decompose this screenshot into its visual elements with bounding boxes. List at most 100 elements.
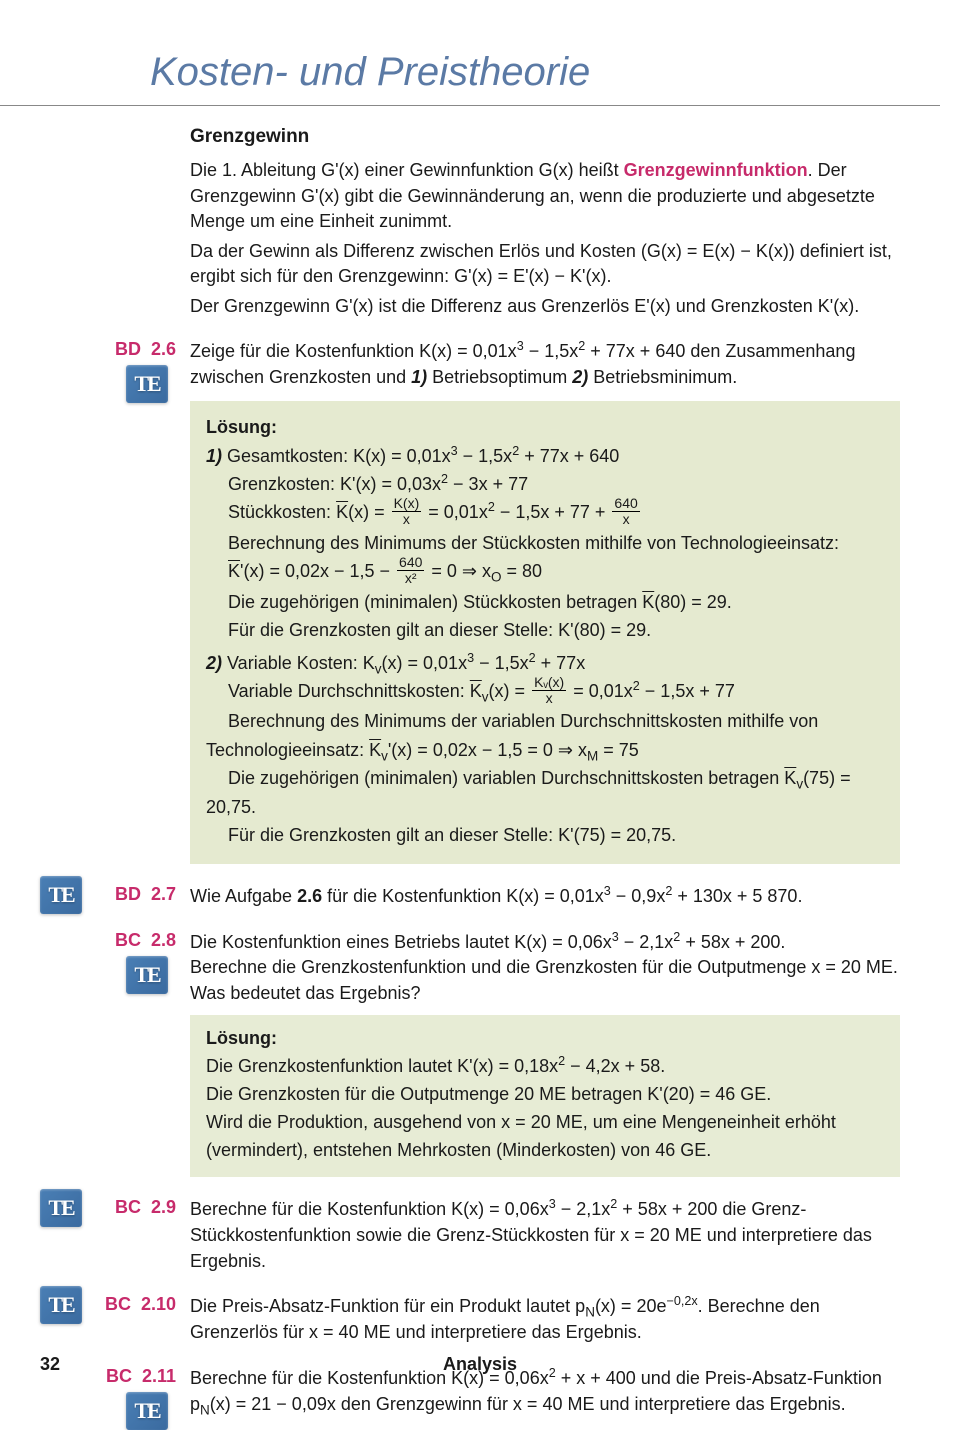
- text: (x) =: [348, 502, 390, 522]
- number: 2.10: [141, 1294, 176, 1315]
- number: 2.6: [151, 339, 176, 360]
- te-icon: TE: [40, 1189, 82, 1227]
- text: = 0 ⇒ x: [426, 561, 491, 581]
- text: + 77x + 640: [519, 446, 619, 466]
- text: für die Kostenfunktion K(x) = 0,01x: [322, 886, 604, 906]
- exercise-body: Zeige für die Kostenfunktion K(x) = 0,01…: [190, 339, 900, 863]
- text: 1): [206, 446, 222, 466]
- text: − 1,5x + 77 +: [495, 502, 611, 522]
- text: − 1,5x: [474, 653, 529, 673]
- text: = 80: [502, 561, 543, 581]
- exercise-label: TE BC 2.8: [40, 930, 190, 1177]
- exercise-2-9: TE BC 2.9 Berechne für die Kostenfunktio…: [40, 1197, 900, 1275]
- prompt: Zeige für die Kostenfunktion K(x) = 0,01…: [190, 339, 900, 391]
- text: Variable Kosten: K: [222, 653, 375, 673]
- text: v: [381, 749, 388, 764]
- exercise-label: TE BD 2.7: [40, 884, 190, 910]
- text: N: [585, 1305, 595, 1320]
- text: −0,2x: [666, 1294, 697, 1308]
- text: − 1,5x + 77: [640, 681, 735, 701]
- text: 1): [411, 367, 427, 387]
- text: O: [491, 570, 502, 585]
- solution-box: Lösung: 1) Gesamtkosten: K(x) = 0,01x3 −…: [190, 401, 900, 864]
- page-title: Kosten- und Preistheorie: [150, 50, 900, 95]
- exercise-label: TE BC 2.9: [40, 1197, 190, 1275]
- divider: [0, 105, 940, 106]
- intro-paragraph-2: Da der Gewinn als Differenz zwischen Erl…: [190, 239, 900, 290]
- text: K: [369, 740, 381, 760]
- exercise-2-8: TE BC 2.8 Die Kostenfunktion eines Betri…: [40, 930, 900, 1177]
- text: Die Grenzkostenfunktion lautet K'(x) = 0…: [206, 1053, 884, 1081]
- exercise-body: Berechne für die Kostenfunktion K(x) = 0…: [190, 1197, 900, 1275]
- exercise-2-10: TE BC 2.10 Die Preis-Absatz-Funktion für…: [40, 1294, 900, 1346]
- text: Die 1. Ableitung G'(x) einer Gewinnfunkt…: [190, 160, 624, 180]
- prompt: Die Kostenfunktion eines Betriebs lautet…: [190, 930, 900, 1008]
- text: Variable Durchschnittskosten:: [206, 681, 470, 701]
- frac-den: x²: [397, 571, 424, 586]
- text: Für die Grenzkosten gilt an dieser Stell…: [206, 825, 676, 845]
- text: Die Grenzkosten für die Outputmenge 20 M…: [206, 1081, 884, 1109]
- frac-den: x: [612, 512, 639, 527]
- highlight: Grenzgewinnfunktion: [624, 160, 808, 180]
- solution-part-2: 2) Variable Kosten: Kv(x) = 0,01x3 − 1,5…: [206, 649, 884, 850]
- text: (x) = 20e: [595, 1296, 667, 1316]
- text: Berechne die Grenzkostenfunktion und die…: [190, 957, 898, 1003]
- text: Wie Aufgabe: [190, 886, 297, 906]
- solution-box: Lösung: Die Grenzkostenfunktion lautet K…: [190, 1015, 900, 1176]
- text: Stückkosten:: [206, 502, 336, 522]
- text: 2.6: [297, 886, 322, 906]
- text: + 77x: [536, 653, 586, 673]
- solution-label: Lösung:: [206, 1025, 884, 1053]
- text: '(x) = 0,02x − 1,5 = 0 ⇒ x: [388, 740, 587, 760]
- text: Die zugehörigen (minimalen) Stückkosten …: [206, 592, 642, 612]
- frac-num: K(x): [392, 496, 422, 512]
- solution-part-1: 1) Gesamtkosten: K(x) = 0,01x3 − 1,5x2 +…: [206, 442, 884, 645]
- text: (x) = 21 − 0,09x den Grenzgewinn für x =…: [210, 1394, 846, 1414]
- intro-paragraph-3: Der Grenzgewinn G'(x) ist die Differenz …: [190, 294, 900, 320]
- text: N: [200, 1403, 210, 1418]
- text: (x) = 0,01x: [382, 653, 468, 673]
- text: Gesamtkosten: K(x) = 0,01x: [222, 446, 451, 466]
- text: Betriebsminimum.: [588, 367, 737, 387]
- text: − 1,5x: [524, 341, 579, 361]
- text: = 0,01x: [423, 502, 488, 522]
- text: K: [784, 768, 796, 788]
- text: Die zugehörigen (minimalen) variablen Du…: [206, 768, 784, 788]
- te-icon: TE: [126, 956, 168, 994]
- text: '(x) = 0,02x − 1,5 −: [240, 561, 395, 581]
- text: K: [470, 681, 482, 701]
- text: = 0,01x: [568, 681, 633, 701]
- te-icon: TE: [126, 365, 168, 403]
- tag: BC: [115, 930, 141, 951]
- number: 2.8: [151, 930, 176, 951]
- text: K: [336, 502, 348, 522]
- text: − 0,9x: [611, 886, 666, 906]
- exercise-label: TE BC 2.10: [40, 1294, 190, 1346]
- text: − 2,1x: [619, 932, 674, 952]
- exercise-label: TE BD 2.6: [40, 339, 190, 863]
- text: Grenzkosten: K'(x) = 0,03x: [206, 474, 441, 494]
- text: − 1,5x: [458, 446, 513, 466]
- text: + 130x + 5 870.: [672, 886, 802, 906]
- exercise-body: Die Kostenfunktion eines Betriebs lautet…: [190, 930, 900, 1177]
- footer: 32 Analysis: [40, 1354, 920, 1375]
- text: Zeige für die Kostenfunktion K(x) = 0,01…: [190, 341, 517, 361]
- tag: BC: [115, 1197, 141, 1218]
- exercise-body: Die Preis-Absatz-Funktion für ein Produk…: [190, 1294, 900, 1346]
- text: 2): [572, 367, 588, 387]
- te-icon: TE: [40, 876, 82, 914]
- solution-label: Lösung:: [206, 413, 884, 441]
- text: K: [642, 592, 654, 612]
- text: − 3x + 77: [448, 474, 528, 494]
- text: v: [375, 661, 382, 676]
- exercise-2-6: TE BD 2.6 Zeige für die Kostenfunktion K…: [40, 339, 900, 863]
- text: Betriebsoptimum: [427, 367, 572, 387]
- exercise-2-7: TE BD 2.7 Wie Aufgabe 2.6 für die Kosten…: [40, 884, 900, 910]
- intro-paragraph-1: Die 1. Ableitung G'(x) einer Gewinnfunkt…: [190, 158, 900, 235]
- frac-den: x: [532, 691, 566, 706]
- page-number: 32: [40, 1354, 60, 1375]
- tag: BC: [105, 1294, 131, 1315]
- number: 2.9: [151, 1197, 176, 1218]
- frac-num: Kᵥ(x): [532, 675, 566, 691]
- text: M: [587, 749, 598, 764]
